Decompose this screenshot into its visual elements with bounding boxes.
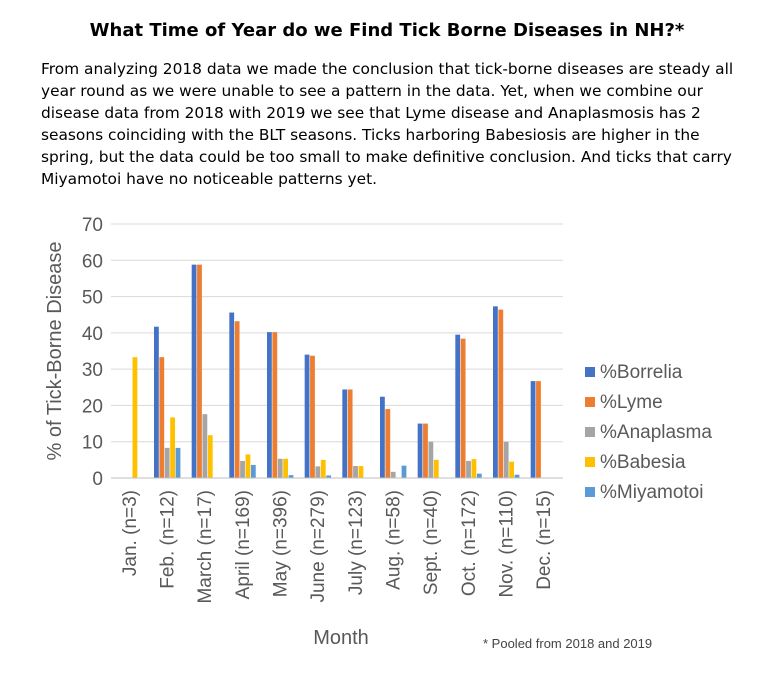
legend-swatch: [585, 397, 595, 407]
x-tick-label: March (n=17): [195, 490, 216, 604]
bar-anaplasma: [466, 460, 471, 478]
bar-lyme: [460, 338, 466, 478]
bar-babesia: [283, 458, 288, 478]
y-tick-label: 70: [82, 215, 103, 236]
legend: %Borrelia %Lyme %Anaplasma %Babesia %Miyamot…: [585, 362, 712, 503]
y-tick-label: 60: [82, 251, 103, 272]
x-tick-label: Sept. (n=40): [421, 490, 442, 595]
bar-anaplasma: [164, 447, 170, 478]
bar-lyme: [423, 423, 428, 478]
legend-label: %Anaplasma: [600, 422, 712, 443]
bar-lyme: [272, 332, 278, 478]
bar-anaplasma: [503, 441, 509, 478]
bar-anaplasma: [240, 460, 245, 478]
x-axis-ticks: Jan. (n=3) Feb. (n=12) March (n=17) April (…: [120, 490, 555, 604]
bar-borrelia: [191, 264, 197, 478]
bar-babesia: [471, 459, 477, 478]
bar-lyme: [310, 355, 315, 478]
bar-miyamotoi: [514, 474, 520, 478]
legend-label: %Lyme: [600, 392, 663, 413]
bar-babesia: [170, 417, 175, 478]
x-tick-label: July (n=123): [346, 490, 367, 595]
bar-borrelia: [229, 312, 235, 478]
bar-lyme: [385, 409, 391, 478]
bars: [132, 264, 541, 478]
bar-borrelia: [530, 381, 536, 478]
x-tick-label: Aug. (n=58): [384, 490, 405, 590]
y-tick-label: 20: [82, 396, 103, 417]
bar-babesia: [320, 459, 326, 478]
bar-lyme: [197, 264, 202, 478]
bar-anaplasma: [353, 466, 358, 478]
y-tick-label: 30: [82, 360, 103, 381]
bar-anaplasma: [202, 414, 208, 478]
bar-borrelia: [342, 389, 348, 478]
bar-babesia: [132, 357, 138, 478]
bar-lyme: [234, 321, 240, 478]
bar-anaplasma: [390, 471, 396, 478]
gridlines: [111, 223, 563, 443]
bar-borrelia: [154, 326, 159, 478]
bar-babesia: [207, 435, 213, 478]
footnote: * Pooled from 2018 and 2019: [483, 636, 653, 651]
legend-label: %Miyamotoi: [600, 482, 703, 503]
bar-borrelia: [304, 354, 310, 478]
bar-lyme: [347, 389, 353, 478]
page-title: What Time of Year do we Find Tick Borne …: [89, 20, 685, 41]
y-axis-label: % of Tick-Borne Disease: [44, 242, 66, 461]
bar-babesia: [509, 461, 514, 478]
bar-lyme: [498, 309, 504, 478]
bar-babesia: [358, 466, 364, 478]
intro-paragraph: From analyzing 2018 data we made the con…: [41, 60, 734, 188]
legend-label: %Borrelia: [600, 362, 683, 383]
x-tick-label: Jan. (n=3): [120, 490, 141, 576]
bar-miyamotoi: [250, 464, 256, 478]
x-tick-label: Dec. (n=15): [534, 490, 555, 590]
x-tick-label: Oct. (n=172): [459, 490, 480, 596]
bar-babesia: [433, 459, 439, 478]
bar-miyamotoi: [326, 475, 332, 478]
bar-anaplasma: [428, 441, 434, 478]
x-tick-label: Nov. (n=110): [497, 490, 518, 598]
bar-babesia: [245, 454, 251, 478]
bar-borrelia: [493, 306, 498, 478]
bar-borrelia: [267, 332, 272, 478]
bar-borrelia: [380, 396, 385, 478]
x-tick-label: May (n=396): [271, 490, 292, 597]
bar-miyamotoi: [175, 447, 181, 478]
legend-swatch: [585, 367, 595, 377]
y-tick-label: 50: [82, 288, 103, 309]
legend-swatch: [585, 487, 595, 497]
y-tick-label: 0: [92, 469, 103, 490]
bar-borrelia: [417, 423, 423, 478]
x-tick-label: Feb. (n=12): [158, 490, 179, 589]
y-tick-label: 10: [82, 433, 103, 454]
bar-borrelia: [455, 334, 461, 478]
bar-miyamotoi: [476, 473, 482, 478]
legend-swatch: [585, 427, 595, 437]
x-tick-label: April (n=169): [233, 490, 254, 599]
bar-miyamotoi: [401, 465, 407, 478]
y-axis-ticks: 0 10 20 30 40 50 60 70: [82, 215, 103, 490]
bar-lyme: [159, 357, 165, 478]
x-axis-label: Month: [313, 627, 369, 649]
bar-miyamotoi: [288, 475, 294, 478]
bar-anaplasma: [277, 458, 283, 478]
y-tick-label: 40: [82, 324, 103, 345]
bar-lyme: [536, 381, 541, 478]
legend-label: %Babesia: [600, 452, 686, 473]
x-tick-label: June (n=279): [308, 490, 329, 603]
legend-swatch: [585, 457, 595, 467]
bar-anaplasma: [315, 466, 321, 478]
